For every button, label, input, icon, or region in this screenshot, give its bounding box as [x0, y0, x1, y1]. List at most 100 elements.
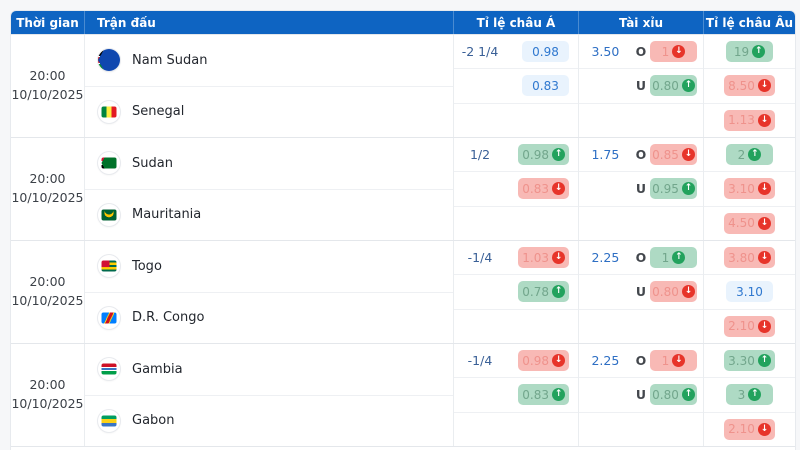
home-team-row[interactable]: Nam Sudan: [85, 35, 453, 87]
euro-odds-pill[interactable]: 3.10: [726, 281, 773, 303]
away-team-flag-icon: [98, 409, 120, 432]
away-team-name: D.R. Congo: [132, 310, 205, 326]
asian-odds-row: [454, 104, 578, 137]
trend-arrow-icon: [672, 354, 686, 368]
over-under-label: O: [635, 250, 647, 266]
trend-arrow-icon: [552, 148, 565, 162]
col-header-time: Thời gian: [16, 15, 79, 30]
over-under-odds-pill[interactable]: 0.85: [650, 144, 697, 166]
col-header-match: Trận đấu: [84, 11, 453, 34]
home-team-flag-icon: [98, 49, 120, 72]
away-team-row[interactable]: D.R. Congo: [85, 293, 453, 344]
over-under-label: U: [635, 284, 646, 300]
euro-odds-cell: 3.80 3.10 2.10: [703, 241, 795, 343]
goal-line: 2.25: [591, 353, 620, 369]
over-under-odds-pill[interactable]: 1: [650, 247, 697, 269]
away-team-flag-icon: [98, 306, 120, 329]
kickoff-date: 10/10/2025: [11, 190, 84, 205]
odds-value: 0.80: [652, 284, 679, 299]
asian-odds-pill[interactable]: 0.98: [518, 350, 569, 372]
euro-odds-pill[interactable]: 8.50: [724, 75, 775, 97]
kickoff-date: 10/10/2025: [11, 293, 84, 308]
euro-odds-pill[interactable]: 4.50: [724, 212, 775, 234]
odds-value: 0.98: [532, 44, 559, 59]
asian-odds-row: 0.83: [454, 172, 578, 207]
trend-arrow-icon: [757, 422, 771, 436]
odds-value: 0.85: [652, 147, 679, 162]
over-under-label: O: [635, 44, 647, 60]
odds-value: 3: [737, 387, 746, 402]
over-under-row: [579, 310, 703, 343]
over-under-cell: 2.25 O 1 U 0.80: [578, 344, 703, 446]
over-under-label: O: [635, 147, 647, 163]
home-team-row[interactable]: Sudan: [85, 138, 453, 190]
match-row: 20:00 10/10/2025 Nam Sudan Senegal -2 1/…: [11, 34, 795, 137]
trend-arrow-icon: [748, 388, 762, 402]
asian-odds-pill[interactable]: 0.83: [522, 75, 569, 97]
asian-handicap: 1/2: [469, 147, 491, 163]
asian-handicap: -2 1/4: [461, 44, 499, 60]
odds-value: 2.10: [728, 422, 755, 437]
over-under-odds-pill[interactable]: 1: [650, 41, 697, 63]
asian-odds-cell: -1/4 0.98 0.83: [453, 344, 578, 446]
asian-odds-cell: -2 1/4 0.98 0.83: [453, 35, 578, 137]
asian-odds-row: [454, 413, 578, 446]
next-match-row-partial: [11, 446, 795, 450]
asian-odds-pill[interactable]: 1.03: [518, 247, 569, 269]
goal-line: 1.75: [591, 147, 620, 163]
asian-odds-pill[interactable]: 0.83: [518, 384, 569, 406]
euro-odds-row: 3.30: [704, 344, 795, 379]
euro-odds-pill[interactable]: 1.13: [724, 109, 775, 131]
asian-odds-row: [454, 310, 578, 343]
over-under-row: 1.75 O 0.85: [579, 138, 703, 173]
goal-line: 3.50: [591, 44, 620, 60]
euro-odds-cell: 19 8.50 1.13: [703, 35, 795, 137]
kickoff-date: 10/10/2025: [11, 87, 84, 102]
home-team-name: Sudan: [132, 155, 173, 171]
trend-arrow-icon: [757, 354, 771, 368]
over-under-odds-pill[interactable]: 0.80: [650, 75, 697, 97]
home-team-row[interactable]: Togo: [85, 241, 453, 293]
away-team-row[interactable]: Senegal: [85, 87, 453, 138]
euro-odds-pill[interactable]: 3.30: [724, 350, 775, 372]
over-under-odds-pill[interactable]: 0.95: [650, 178, 697, 200]
euro-odds-row: 1.13: [704, 104, 795, 137]
euro-odds-pill[interactable]: 3.10: [724, 178, 775, 200]
away-team-row[interactable]: Gabon: [85, 396, 453, 447]
euro-odds-pill[interactable]: 19: [726, 41, 773, 63]
asian-odds-pill[interactable]: 0.98: [522, 41, 569, 63]
odds-value: 8.50: [728, 78, 755, 93]
over-under-row: [579, 207, 703, 240]
trend-arrow-icon: [552, 285, 565, 299]
over-under-row: [579, 413, 703, 446]
euro-odds-pill[interactable]: 2.10: [724, 418, 775, 440]
euro-odds-row: 2: [704, 138, 795, 173]
odds-value: 0.83: [522, 387, 549, 402]
euro-odds-pill[interactable]: 3.80: [724, 247, 775, 269]
home-team-row[interactable]: Gambia: [85, 344, 453, 396]
asian-odds-row: -1/4 0.98: [454, 344, 578, 379]
teams-cell: Nam Sudan Senegal: [84, 35, 453, 137]
over-under-cell: 1.75 O 0.85 U 0.95: [578, 138, 703, 240]
asian-odds-pill[interactable]: 0.98: [518, 144, 569, 166]
odds-value: 1.13: [728, 113, 755, 128]
odds-value: 0.83: [532, 78, 559, 93]
col-header-asian-odds: Tỉ lệ châu Á: [453, 11, 578, 34]
asian-odds-pill[interactable]: 0.83: [518, 178, 569, 200]
over-under-row: U 0.80: [579, 378, 703, 413]
euro-odds-pill[interactable]: 2: [726, 144, 773, 166]
trend-arrow-icon: [552, 182, 565, 196]
away-team-row[interactable]: Mauritania: [85, 190, 453, 241]
match-row: 20:00 10/10/2025 Gambia Gabon -1/4 0.98 …: [11, 343, 795, 446]
asian-odds-pill[interactable]: 0.78: [518, 281, 569, 303]
over-under-odds-pill[interactable]: 0.80: [650, 384, 697, 406]
euro-odds-pill[interactable]: 2.10: [724, 315, 775, 337]
home-team-name: Nam Sudan: [132, 52, 208, 68]
euro-odds-pill[interactable]: 3: [726, 384, 773, 406]
away-team-name: Mauritania: [132, 207, 202, 223]
over-under-odds-pill[interactable]: 1: [650, 350, 697, 372]
asian-odds-row: -2 1/4 0.98: [454, 35, 578, 70]
euro-odds-row: 3.80: [704, 241, 795, 276]
over-under-odds-pill[interactable]: 0.80: [650, 281, 697, 303]
asian-handicap: -1/4: [467, 353, 493, 369]
